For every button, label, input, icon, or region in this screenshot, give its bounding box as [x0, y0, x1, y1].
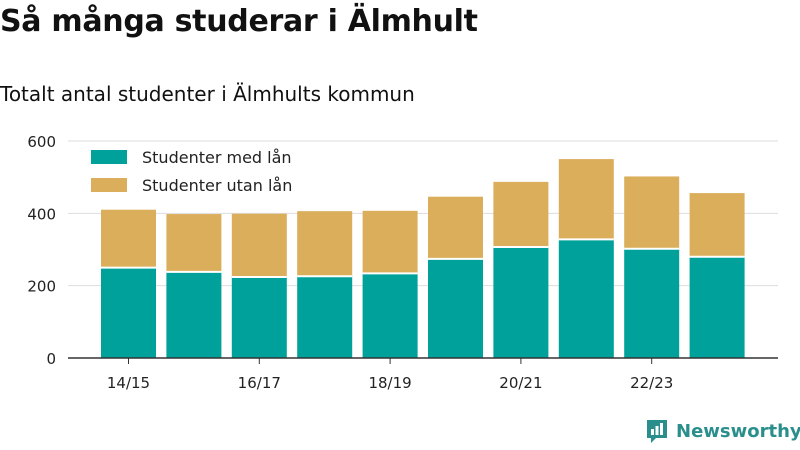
bar-with-loan [558, 239, 614, 358]
x-tick-label: 14/15 [107, 374, 150, 392]
chart-title: Så många studerar i Älmhult [0, 4, 478, 39]
x-tick-label: 16/17 [238, 374, 281, 392]
bar-without-loan [166, 214, 222, 272]
y-tick-label: 400 [27, 205, 56, 223]
y-tick-label: 0 [46, 350, 56, 368]
x-tick-label: 20/21 [499, 374, 542, 392]
bar-with-loan [166, 271, 222, 358]
y-tick-label: 200 [27, 278, 56, 296]
bar-without-loan [297, 211, 353, 277]
legend-label: Studenter med lån [142, 148, 292, 167]
bar-with-loan [101, 267, 156, 358]
bar-with-loan [624, 248, 680, 358]
bar-without-loan [558, 159, 614, 240]
bar-without-loan [101, 209, 156, 268]
chart-subtitle: Totalt antal studenter i Älmhults kommun [0, 82, 415, 106]
legend-swatch [91, 150, 127, 164]
x-tick-label: 18/19 [368, 374, 411, 392]
legend-swatch [91, 178, 127, 192]
x-tick-label: 22/23 [630, 374, 673, 392]
newsworthy-logo-icon [647, 420, 667, 443]
legend-label: Studenter utan lån [142, 176, 292, 195]
bar-without-loan [231, 213, 287, 277]
brand-name: Newsworthy [676, 420, 800, 442]
bar-with-loan [362, 273, 418, 358]
bar-without-loan [689, 193, 745, 257]
bar-without-loan [624, 176, 680, 249]
brand-logo: Newsworthy [644, 418, 800, 444]
bar-with-loan [689, 256, 745, 358]
bar-with-loan [297, 276, 353, 358]
y-tick-label: 600 [27, 133, 56, 151]
bar-without-loan [493, 181, 549, 247]
bar-with-loan [231, 276, 287, 358]
bar-without-loan [428, 196, 483, 259]
bar-with-loan [428, 258, 483, 358]
bar-with-loan [493, 246, 549, 358]
bar-without-loan [362, 210, 418, 274]
